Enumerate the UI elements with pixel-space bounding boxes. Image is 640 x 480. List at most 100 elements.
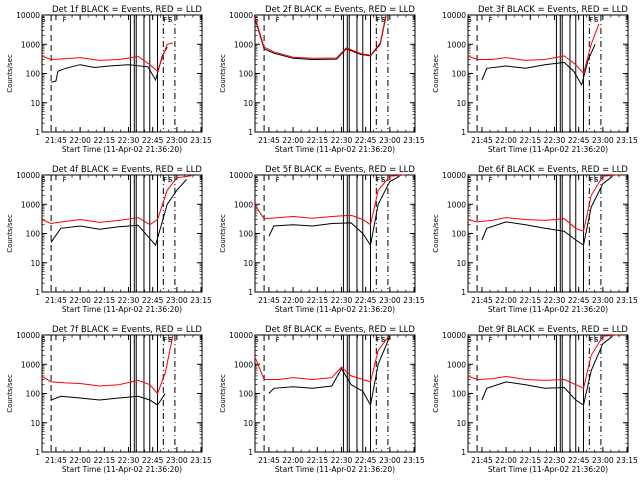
x-tick-label: 21:45 <box>45 296 67 305</box>
y-tick-label: 1 <box>248 128 253 137</box>
x-axis-label: Start Time (11-Apr-02 21:36:20) <box>488 305 608 314</box>
x-tick-label: 23:15 <box>190 136 212 145</box>
x-tick-label: 23:15 <box>190 296 212 305</box>
flag-marker: F <box>489 176 493 184</box>
y-tick-label: 10000 <box>16 11 40 20</box>
x-axis-label: Start Time (11-Apr-02 21:36:20) <box>275 465 395 474</box>
x-tick-label: 23:15 <box>616 456 638 465</box>
y-tick-label: 1 <box>35 448 40 457</box>
y-axis-label: Counts/sec <box>6 54 14 93</box>
series-line-events <box>50 179 187 247</box>
chart-title: Det 3f BLACK = Events, RED = LLD <box>478 5 628 15</box>
flag-marker: S <box>41 336 46 344</box>
x-tick-label: 22:00 <box>69 136 91 145</box>
flag-marker: S <box>381 16 386 24</box>
series-line-events <box>268 175 400 247</box>
y-tick-label: 10000 <box>16 171 40 180</box>
flag-marker: F <box>168 176 172 184</box>
flag-marker: F <box>594 176 598 184</box>
chart-panel-8: Det 8f BLACK = Events, RED = LLD Counts/s… <box>219 325 425 474</box>
series-line-lld <box>467 334 618 390</box>
y-tick-label: 1000 <box>447 360 466 369</box>
flag-marker: S <box>254 336 259 344</box>
x-tick-label: 23:15 <box>190 456 212 465</box>
y-tick-label: 1 <box>248 288 253 297</box>
flag-marker: F <box>276 336 280 344</box>
x-tick-label: 23:15 <box>616 296 638 305</box>
y-axis-label: Counts/sec <box>219 214 227 253</box>
x-tick-label: 23:15 <box>403 296 425 305</box>
x-tick-label: 22:00 <box>69 296 91 305</box>
chart-panel-7: Det 7f BLACK = Events, RED = LLD Counts/s… <box>6 325 212 474</box>
flag-marker: F <box>589 16 593 24</box>
flag-marker: F <box>589 336 593 344</box>
y-tick-label: 1 <box>461 128 466 137</box>
flag-marker: F <box>276 176 280 184</box>
y-tick-label: 1000 <box>234 40 253 49</box>
x-tick-label: 22:15 <box>93 136 115 145</box>
y-tick-label: 100 <box>26 70 41 79</box>
x-tick-label: 22:30 <box>118 296 140 305</box>
x-tick-label: 22:45 <box>568 456 590 465</box>
y-tick-label: 100 <box>26 390 41 399</box>
x-tick-label: 22:45 <box>568 296 590 305</box>
y-axis-label: Counts/sec <box>432 54 440 93</box>
series-line-events <box>481 44 596 87</box>
flag-marker: F <box>63 336 67 344</box>
x-tick-label: 22:45 <box>142 296 164 305</box>
series-line-events <box>253 16 387 61</box>
y-tick-label: 10 <box>243 99 253 108</box>
x-tick-label: 22:45 <box>142 456 164 465</box>
x-tick-label: 22:00 <box>495 456 517 465</box>
series-line-lld <box>253 334 391 383</box>
x-tick-label: 22:00 <box>495 296 517 305</box>
y-tick-label: 10 <box>243 419 253 428</box>
series-line-lld <box>253 14 387 59</box>
plot-frame <box>467 334 629 453</box>
plot-frame <box>467 174 629 293</box>
plot-frame <box>254 334 416 453</box>
x-tick-label: 22:00 <box>282 136 304 145</box>
x-tick-label: 22:15 <box>306 456 328 465</box>
flag-marker: F <box>594 16 598 24</box>
y-tick-label: 10000 <box>229 331 253 340</box>
x-tick-label: 22:30 <box>118 136 140 145</box>
y-tick-label: 10 <box>30 419 40 428</box>
flag-marker: F <box>163 16 167 24</box>
x-tick-label: 22:15 <box>519 136 541 145</box>
y-tick-label: 1000 <box>21 40 40 49</box>
x-tick-label: 22:30 <box>331 296 353 305</box>
x-axis-label: Start Time (11-Apr-02 21:36:20) <box>488 145 608 154</box>
series-line-lld <box>41 334 174 395</box>
flag-marker: S <box>594 16 599 24</box>
chart-title: Det 1f BLACK = Events, RED = LLD <box>52 5 202 15</box>
x-tick-label: 22:30 <box>544 296 566 305</box>
chart-panel-4: Det 4f BLACK = Events, RED = LLD Counts/s… <box>6 165 212 314</box>
y-tick-label: 10000 <box>442 171 466 180</box>
series-line-events <box>481 335 613 406</box>
x-tick-label: 23:00 <box>592 296 614 305</box>
y-axis-label: Counts/sec <box>219 374 227 413</box>
x-tick-label: 23:00 <box>166 456 188 465</box>
x-tick-label: 23:15 <box>403 456 425 465</box>
y-tick-label: 10 <box>30 259 40 268</box>
flag-marker: F <box>163 336 167 344</box>
x-tick-label: 21:45 <box>45 456 67 465</box>
y-tick-label: 1000 <box>21 360 40 369</box>
x-tick-label: 23:00 <box>166 136 188 145</box>
plot-frame <box>254 14 416 133</box>
y-tick-label: 1 <box>35 128 40 137</box>
flag-marker: F <box>168 336 172 344</box>
x-tick-label: 22:45 <box>568 136 590 145</box>
y-tick-label: 1 <box>248 448 253 457</box>
series-line-lld <box>467 23 600 75</box>
flag-marker: S <box>254 176 259 184</box>
y-axis-label: Counts/sec <box>219 54 227 93</box>
flag-marker: F <box>489 16 493 24</box>
plot-frame <box>467 14 629 133</box>
y-axis-label: Counts/sec <box>6 374 14 413</box>
x-tick-label: 22:45 <box>355 296 377 305</box>
x-tick-label: 23:00 <box>379 136 401 145</box>
flag-marker: S <box>594 336 599 344</box>
x-axis-label: Start Time (11-Apr-02 21:36:20) <box>275 145 395 154</box>
